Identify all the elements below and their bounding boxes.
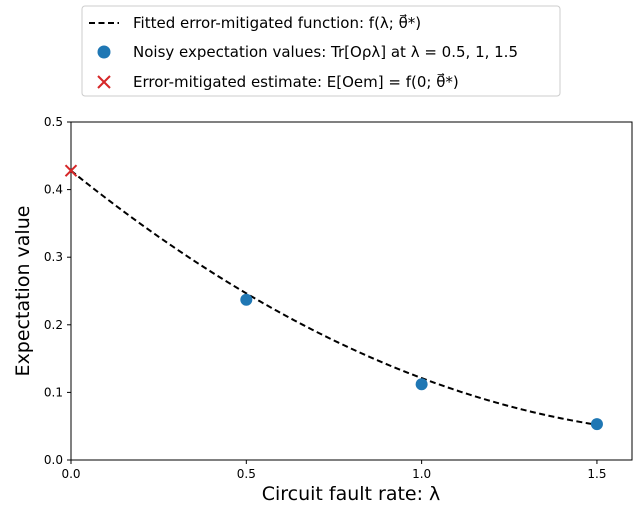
plot-frame [70,121,633,461]
y-axis: 0.0 0.1 0.2 0.3 0.4 0.5 [44,115,71,467]
x-tick-label: 1.5 [587,467,606,481]
noisy-point [415,378,428,391]
x-tick-label: 0.0 [61,467,80,481]
estimate-point [64,164,78,177]
x-tick-label: 1.0 [412,467,431,481]
legend-frame [81,5,561,97]
fitted-curve [70,169,598,426]
y-tick-label: 0.5 [44,115,63,129]
legend-cross-swatch [97,75,111,89]
y-axis-title: Expectation value [12,206,34,377]
legend-label-noisy: Noisy expectation values: Tr[Oρλ] at λ =… [133,43,518,61]
y-tick-label: 0.0 [44,453,63,467]
x-axis-title: Circuit fault rate: λ [262,483,441,505]
legend-label-estimate: Error-mitigated estimate: E[Oem] = f(0; … [133,72,459,91]
estimate-stroke [64,164,78,177]
noisy-point [240,293,253,306]
estimate-marker [64,164,78,177]
x-axis: 0.0 0.5 1.0 1.5 [61,460,606,481]
y-tick-label: 0.3 [44,250,63,264]
noisy-points [240,293,603,431]
noisy-point [590,418,603,431]
y-tick-label: 0.1 [44,385,63,399]
legend-label-fit: Fitted error-mitigated function: f(λ; θ⃗… [133,13,421,32]
y-tick-label: 0.2 [44,318,63,332]
legend: Fitted error-mitigated function: f(λ; θ⃗… [81,5,561,97]
plot-area: 0.0 0.1 0.2 0.3 0.4 0.5 0.0 0.5 1.0 1.5 [44,115,633,481]
legend-point-swatch [97,45,111,59]
x-tick-label: 0.5 [237,467,256,481]
y-tick-label: 0.4 [44,183,63,197]
